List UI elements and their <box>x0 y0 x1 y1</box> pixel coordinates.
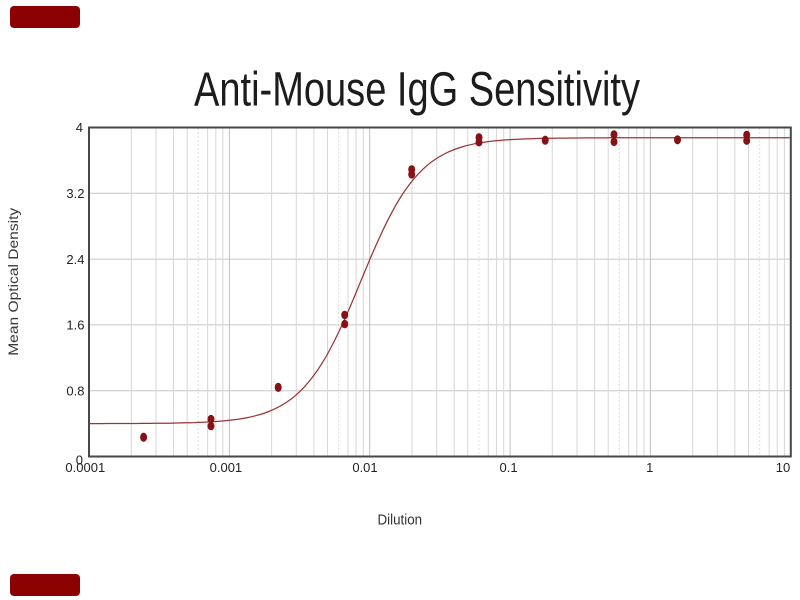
svg-text:3.2: 3.2 <box>66 186 84 201</box>
svg-text:4: 4 <box>76 120 83 135</box>
svg-text:0.01: 0.01 <box>352 460 377 475</box>
svg-text:0: 0 <box>76 453 83 468</box>
svg-text:10: 10 <box>776 460 790 475</box>
svg-text:Anti-Mouse IgG Sensitivity: Anti-Mouse IgG Sensitivity <box>194 63 641 117</box>
svg-text:1: 1 <box>646 460 653 475</box>
svg-text:0.001: 0.001 <box>210 460 243 475</box>
svg-text:Mean Optical Density: Mean Optical Density <box>6 208 21 356</box>
svg-text:0.0001: 0.0001 <box>65 460 105 475</box>
svg-text:1.6: 1.6 <box>66 318 84 333</box>
svg-text:2.4: 2.4 <box>66 252 84 267</box>
svg-text:0.8: 0.8 <box>66 383 84 398</box>
svg-text:Dilution: Dilution <box>378 513 423 529</box>
svg-text:0.1: 0.1 <box>500 460 518 475</box>
